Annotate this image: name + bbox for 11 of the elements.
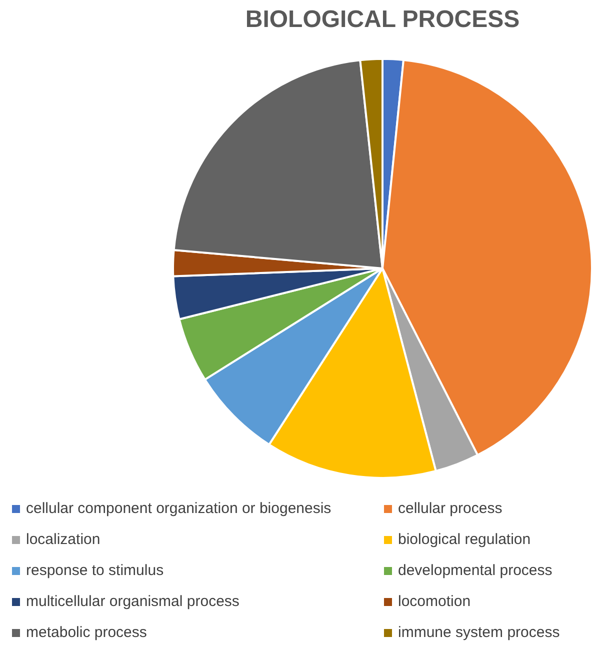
legend-label: biological regulation (398, 531, 531, 548)
legend-label: locomotion (398, 593, 471, 610)
legend-label: metabolic process (26, 624, 147, 641)
legend-label: cellular process (398, 500, 502, 517)
legend-label: localization (26, 531, 100, 548)
chart-title: BIOLOGICAL PROCESS (245, 6, 520, 34)
legend-label: developmental process (398, 562, 552, 579)
legend-label: cellular component organization or biogenesis (26, 500, 332, 517)
legend-label: response to stimulus (26, 562, 164, 579)
legend-label: multicellular organismal process (26, 593, 240, 610)
legend-label: immune system process (398, 624, 560, 641)
